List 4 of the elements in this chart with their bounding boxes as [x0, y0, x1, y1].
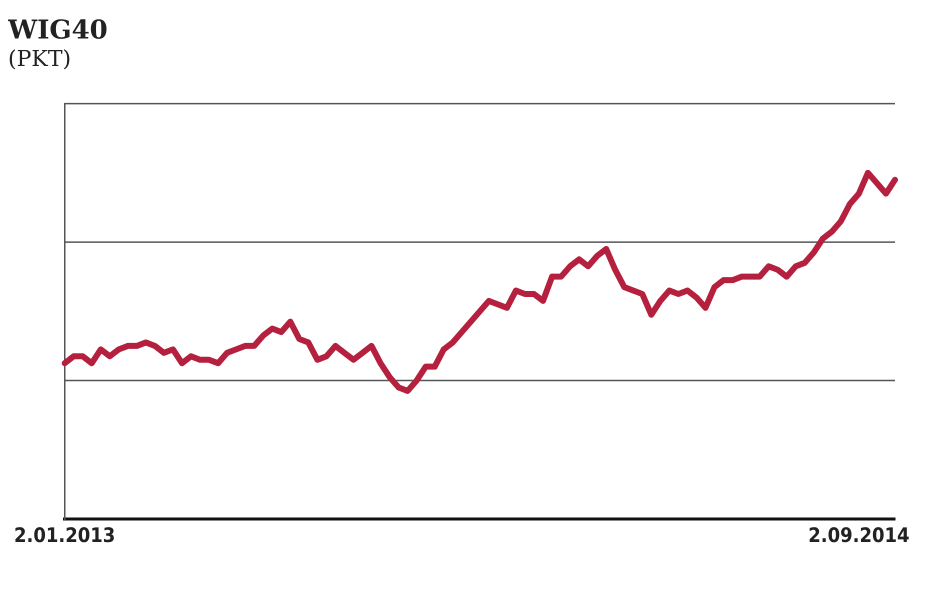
- x-tick-label: 2.09.2014: [808, 523, 910, 548]
- chart-subtitle: (PKT): [8, 47, 72, 72]
- x-tick-label: 2.01.2013: [14, 523, 116, 548]
- chart-title: WIG40: [7, 15, 108, 46]
